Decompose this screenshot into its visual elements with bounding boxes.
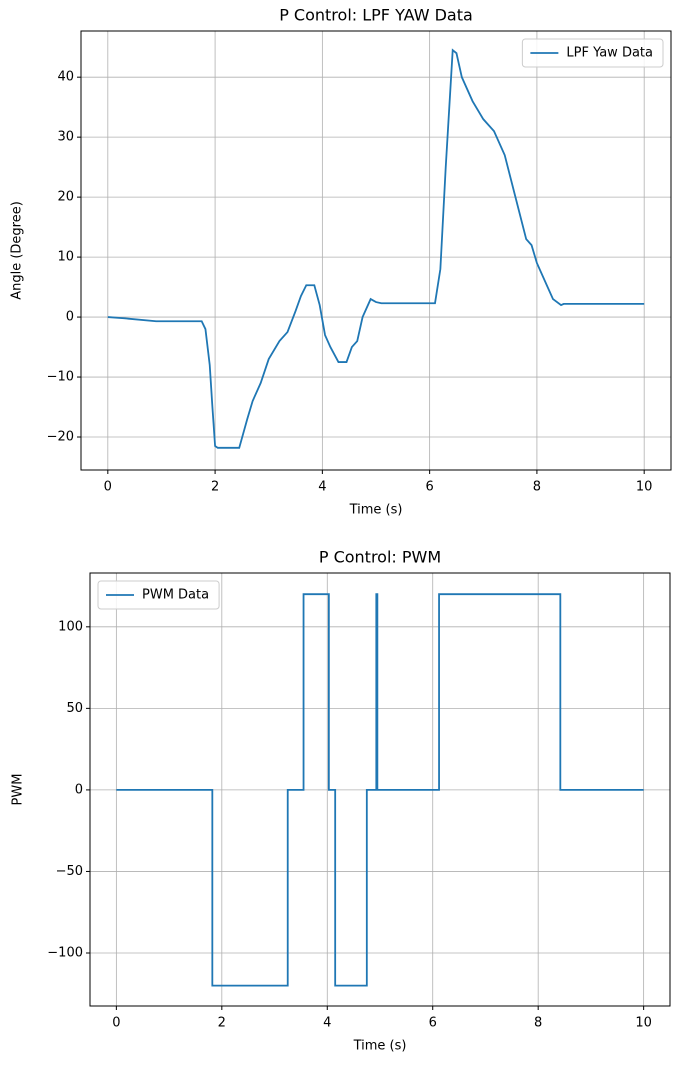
data-line: [116, 593, 644, 987]
legend: LPF Yaw Data: [521, 38, 664, 68]
x-tick-label: 6: [425, 480, 433, 495]
x-tick-label: 2: [211, 480, 219, 495]
x-tick-label: 10: [635, 1016, 652, 1031]
x-tick-label: 8: [534, 1016, 542, 1031]
y-tick-label: 40: [57, 70, 74, 85]
y-tick-label: −20: [47, 430, 74, 445]
legend: PWM Data: [97, 580, 220, 610]
chart-title: P Control: LPF YAW Data: [279, 6, 473, 25]
x-axis-label: Time (s): [353, 1039, 407, 1054]
x-axis-label: Time (s): [349, 503, 403, 518]
x-tick-label: 0: [112, 1016, 120, 1031]
plot-frame: [89, 572, 671, 1007]
y-axis-label: PWM: [11, 774, 26, 806]
y-tick-label: −10: [47, 370, 74, 385]
y-tick-label: 0: [66, 310, 74, 325]
data-line: [107, 48, 645, 449]
y-tick-label: 100: [58, 619, 83, 634]
x-tick-label: 6: [429, 1016, 437, 1031]
plot-frame: [80, 30, 672, 471]
y-tick-label: 50: [66, 701, 83, 716]
y-tick-label: 10: [57, 250, 74, 265]
legend-label: PWM Data: [142, 588, 209, 603]
legend-box: [521, 38, 664, 68]
y-tick-label: −100: [47, 945, 83, 960]
legend-box: [97, 580, 220, 610]
legend-label: LPF Yaw Data: [566, 46, 653, 61]
x-tick-label: 4: [323, 1016, 331, 1031]
y-tick-label: 30: [57, 130, 74, 145]
x-tick-label: 4: [318, 480, 326, 495]
y-tick-label: −50: [56, 864, 83, 879]
y-tick-label: 0: [75, 782, 83, 797]
x-tick-label: 2: [218, 1016, 226, 1031]
x-tick-label: 8: [533, 480, 541, 495]
x-tick-label: 10: [636, 480, 653, 495]
x-tick-label: 0: [104, 480, 112, 495]
y-tick-label: 20: [57, 190, 74, 205]
chart-title: P Control: PWM: [319, 548, 441, 567]
y-axis-label: Angle (Degree): [10, 201, 25, 300]
